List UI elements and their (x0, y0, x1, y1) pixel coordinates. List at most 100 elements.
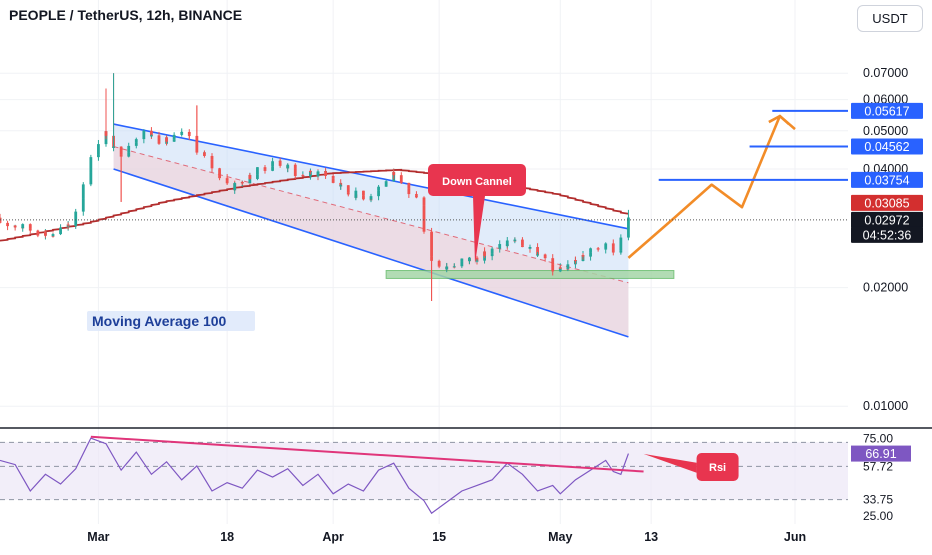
candle-body (127, 145, 131, 153)
candle-body (558, 267, 562, 269)
candle-body (589, 248, 592, 253)
candle-body (407, 188, 411, 195)
candle-body (225, 180, 229, 184)
candle-body (248, 174, 252, 179)
down-channel-callout (428, 164, 526, 264)
candle-body (460, 258, 464, 262)
chart-title: PEOPLE / TetherUS, 12h, BINANCE (9, 7, 243, 23)
x-tick-label: Apr (322, 530, 344, 544)
candle-body (81, 198, 85, 212)
channel-lower-fill (113, 146, 629, 337)
candle-body (89, 157, 93, 173)
candle-body (240, 182, 244, 184)
rsi-tick-label: 33.75 (863, 493, 893, 507)
rsi-label: Rsi (709, 462, 726, 474)
x-tick-label: 18 (220, 530, 234, 544)
channel-midline (113, 146, 629, 284)
candle-body (384, 181, 388, 183)
candle-body (566, 264, 570, 269)
candle-body (256, 167, 259, 175)
candle-body (422, 197, 426, 206)
candle-body (589, 252, 592, 257)
candle-body (581, 255, 585, 257)
candle-body (119, 154, 123, 157)
candle-body (210, 155, 214, 160)
price-label: 0.05617 (864, 104, 909, 118)
x-tick-label: 15 (432, 530, 446, 544)
candle-body (392, 172, 396, 176)
candle-body (596, 248, 600, 250)
candle-body (324, 171, 327, 176)
currency-selector[interactable]: USDT (857, 5, 923, 32)
candle-body (180, 131, 184, 134)
y-tick-label: 0.07000 (863, 66, 908, 80)
candle-body (21, 224, 25, 229)
candle-body (437, 260, 441, 266)
candle-body (513, 239, 517, 241)
candle-body (498, 246, 502, 249)
candle-body (399, 179, 403, 183)
candle-body (483, 251, 486, 257)
candle-body (286, 164, 290, 169)
candle-body (445, 266, 449, 270)
candle-body (505, 240, 509, 247)
price-label: 0.04562 (864, 140, 909, 154)
rsi-tick-label: 25.00 (863, 509, 893, 523)
candle-body (369, 196, 373, 200)
support-zone (385, 270, 675, 279)
candle-body (604, 243, 608, 249)
candle-body (619, 237, 623, 251)
candle-body (89, 172, 93, 185)
candle-body (430, 256, 433, 261)
x-tick-label: May (548, 530, 572, 544)
candle-body (157, 141, 161, 144)
candle-body (558, 267, 562, 272)
candle-body (574, 260, 577, 262)
candle-body (430, 231, 433, 257)
candle-body (187, 134, 191, 136)
candle-body (490, 248, 494, 254)
candle-body (528, 247, 532, 249)
candle-body (437, 265, 441, 267)
price-label-bg (851, 138, 923, 155)
candle-body (551, 264, 555, 272)
candle-body (157, 135, 161, 142)
candle-body (611, 246, 615, 253)
x-tick-label: 13 (644, 530, 658, 544)
candle-body (51, 234, 55, 236)
y-tick-label: 0.02000 (863, 281, 908, 295)
candle-body (195, 143, 199, 153)
candle-body (112, 146, 115, 148)
candle-body (66, 224, 70, 226)
x-tick-label: Mar (87, 530, 109, 544)
candle-body (521, 239, 524, 246)
candle-body (362, 190, 365, 196)
candle-body (362, 195, 365, 200)
candle-body (263, 169, 267, 171)
candle-body (536, 247, 539, 256)
candle-body (104, 131, 108, 136)
candle-body (278, 160, 282, 166)
candle-body (551, 258, 555, 265)
price-label: 04:52:36 (863, 228, 912, 242)
candle-body (309, 170, 312, 172)
rsi-line (0, 437, 629, 515)
candle-body (97, 154, 100, 158)
candle-body (13, 225, 17, 228)
price-label: 0.02972 (864, 213, 909, 227)
rsi-tick-label: 57.72 (863, 459, 893, 473)
candle-body (627, 217, 630, 238)
candle-body (293, 164, 297, 169)
rsi-tick-label: 75.00 (863, 431, 893, 445)
candle-body (81, 184, 85, 199)
rsi-trendline (90, 435, 644, 473)
channel-upper-line (113, 123, 629, 230)
candle-body (165, 137, 168, 142)
candle-body (415, 195, 418, 198)
candle-body (59, 227, 62, 230)
price-label-bg (851, 211, 923, 228)
y-tick-label: 0.05000 (863, 124, 908, 138)
candle-body (354, 190, 358, 198)
candle-body (611, 243, 615, 247)
